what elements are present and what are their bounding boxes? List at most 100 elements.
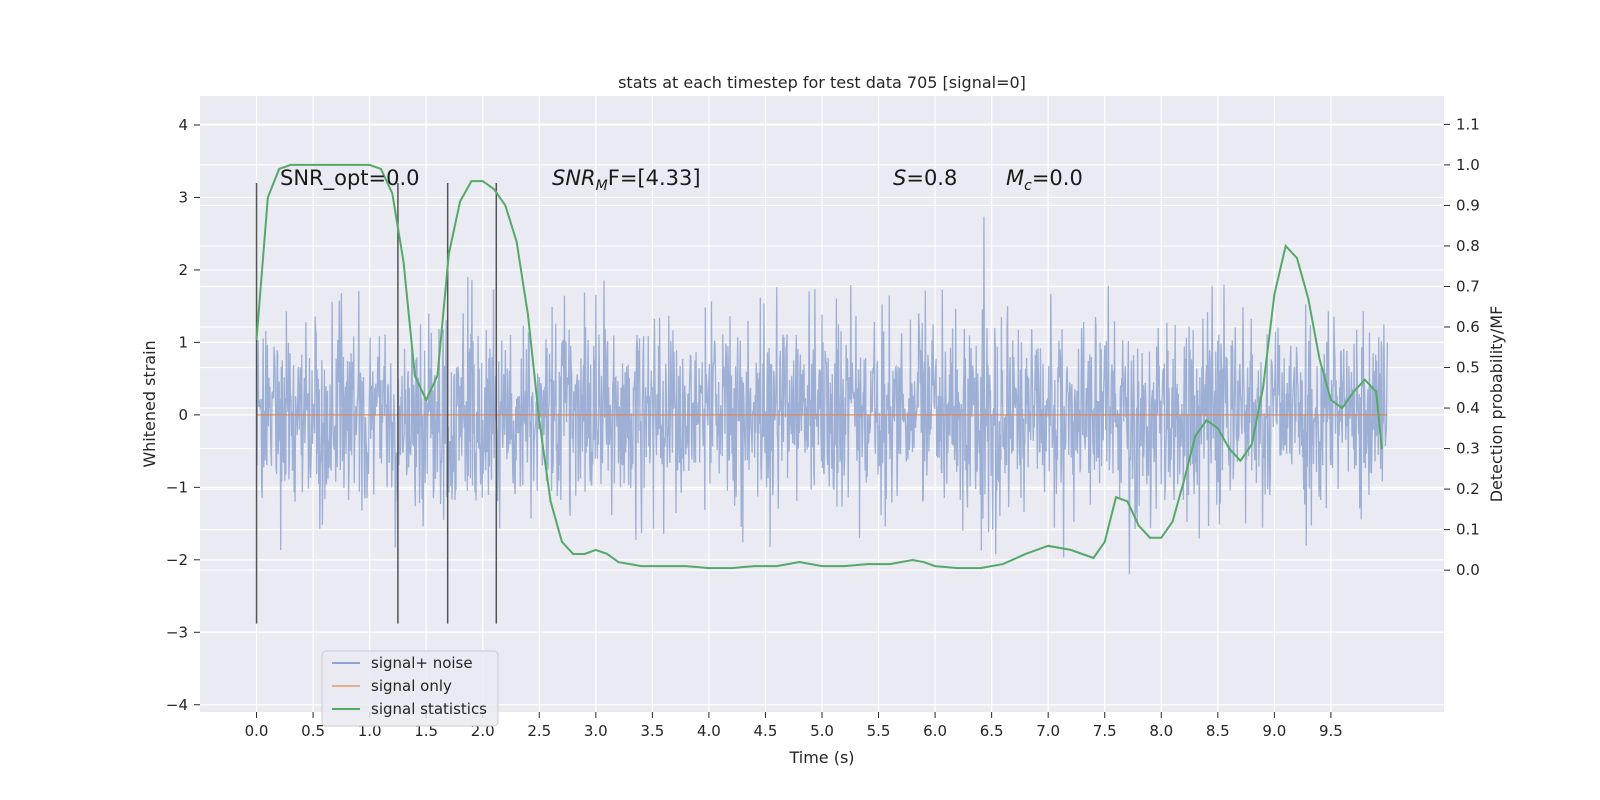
signal-statistics-point bbox=[821, 565, 823, 567]
signal-statistics-point bbox=[1103, 540, 1106, 543]
annotation-snr-mf-sub: M bbox=[596, 178, 608, 194]
signal-statistics-point bbox=[753, 565, 755, 567]
signal-statistics-point bbox=[911, 559, 914, 561]
y-tick-label: 2 bbox=[178, 261, 188, 279]
y-right-tick-label: 0.8 bbox=[1456, 237, 1480, 255]
annotation-snr-mf: SNRMF=[4.33] bbox=[552, 166, 701, 194]
signal-statistics-point bbox=[730, 567, 733, 569]
signal-statistics-point bbox=[1381, 447, 1383, 450]
signal-statistics-point bbox=[1024, 553, 1027, 555]
signal-statistics-point bbox=[255, 338, 258, 340]
signal-statistics-point bbox=[561, 540, 563, 543]
signal-statistics-point bbox=[425, 399, 427, 401]
signal-statistics-point bbox=[538, 419, 541, 422]
y-tick-label: 0 bbox=[178, 406, 188, 424]
signal-statistics-point bbox=[662, 565, 665, 567]
signal-statistics-point bbox=[1228, 447, 1230, 450]
chart-title: stats at each timestep for test data 705… bbox=[618, 73, 1026, 92]
signal-statistics-point bbox=[922, 561, 925, 563]
signal-statistics-point bbox=[289, 164, 292, 166]
signal-statistics-point bbox=[1296, 257, 1298, 259]
y-tick-label: −4 bbox=[166, 696, 188, 714]
x-tick-label: 4.5 bbox=[754, 722, 778, 740]
signal-statistics-point bbox=[459, 200, 461, 203]
signal-statistics-point bbox=[685, 565, 688, 567]
grid-lines bbox=[200, 96, 1444, 712]
signal-statistics-point bbox=[1149, 536, 1151, 539]
annotation-snr-mf-main: SNR bbox=[552, 166, 596, 190]
signal-statistics-point bbox=[515, 241, 518, 243]
y-right-tick-label: 0.7 bbox=[1456, 277, 1480, 295]
signal-statistics-point bbox=[1273, 293, 1276, 296]
y-right-tick-label: 0.2 bbox=[1456, 480, 1480, 498]
signal-statistics-point bbox=[436, 374, 439, 377]
signal-statistics-point bbox=[527, 314, 529, 316]
signal-statistics-point bbox=[470, 180, 473, 182]
x-tick-label: 5.0 bbox=[810, 722, 834, 740]
signal-statistics-point bbox=[595, 549, 597, 551]
signal-statistics-point bbox=[1341, 407, 1344, 409]
signal-statistics-point bbox=[1250, 443, 1253, 446]
signal-statistics-point bbox=[1239, 459, 1242, 462]
x-tick-label: 9.0 bbox=[1262, 722, 1286, 740]
y-tick-label: 1 bbox=[178, 333, 188, 351]
signal-statistics-point bbox=[1092, 557, 1095, 559]
signal-statistics-point bbox=[572, 553, 574, 555]
y-right-tick-label: 0.4 bbox=[1456, 399, 1480, 417]
annotation-snr-mf-rest: F=[4.33] bbox=[608, 166, 701, 190]
signal-statistics-point bbox=[889, 563, 891, 565]
signal-statistics-point bbox=[380, 168, 382, 170]
y-right-tick-label: 0.1 bbox=[1456, 521, 1480, 539]
x-tick-label: 0.0 bbox=[245, 722, 269, 740]
x-tick-label: 8.0 bbox=[1149, 722, 1173, 740]
signal-statistics-point bbox=[1364, 378, 1366, 381]
y-tick-label: −1 bbox=[166, 478, 188, 496]
signal-noise-series bbox=[255, 216, 1389, 575]
y-right-tick-label: 1.0 bbox=[1456, 156, 1480, 174]
signal-statistics-point bbox=[368, 164, 371, 166]
signal-statistics-point bbox=[1205, 419, 1208, 422]
y-right-tick-label: 1.1 bbox=[1456, 115, 1480, 133]
signal-statistics-point bbox=[617, 561, 620, 563]
signal-statistics-point bbox=[278, 168, 280, 170]
signal-statistics-point bbox=[775, 565, 778, 567]
x-tick-label: 3.0 bbox=[584, 722, 608, 740]
signal-statistics-point bbox=[934, 565, 936, 567]
signal-statistics-point bbox=[708, 567, 710, 569]
signal-statistics-point bbox=[1115, 496, 1117, 499]
y-right-tick-label: 0.0 bbox=[1456, 561, 1480, 579]
x-tick-label: 4.0 bbox=[697, 722, 721, 740]
signal-statistics-point bbox=[1330, 399, 1332, 401]
signal-statistics-point bbox=[798, 561, 801, 563]
signal-statistics-point bbox=[1183, 480, 1185, 482]
x-tick-label: 2.5 bbox=[527, 722, 551, 740]
y-right-tick-label: 0.6 bbox=[1456, 318, 1480, 336]
signal-statistics-point bbox=[481, 180, 484, 182]
legend-label-signal-noise: signal+ noise bbox=[371, 654, 473, 672]
y-right-tick-label: 0.5 bbox=[1456, 359, 1480, 377]
x-tick-label: 8.5 bbox=[1206, 722, 1230, 740]
x-tick-label: 0.5 bbox=[301, 722, 325, 740]
signal-statistics-point bbox=[583, 553, 586, 555]
signal-statistics-point bbox=[1262, 386, 1264, 389]
signal-statistics-point bbox=[391, 192, 394, 195]
x-tick-label: 7.0 bbox=[1036, 722, 1060, 740]
signal-statistics-point bbox=[334, 164, 337, 166]
x-tick-label: 6.0 bbox=[923, 722, 947, 740]
x-tick-label: 9.5 bbox=[1319, 722, 1343, 740]
signal-statistics-point bbox=[1070, 549, 1072, 551]
annotation-mc-rest: =0.0 bbox=[1032, 166, 1083, 190]
y-axis-label: Whitened strain bbox=[140, 340, 159, 467]
annotation-mc-sub: c bbox=[1024, 178, 1032, 194]
y-tick-label: −2 bbox=[166, 551, 188, 569]
signal-statistics-point bbox=[1352, 391, 1355, 393]
legend: signal+ noise signal only signal statist… bbox=[321, 650, 499, 727]
annotation-mc: Mc=0.0 bbox=[1006, 166, 1083, 194]
signal-statistics-point bbox=[414, 374, 416, 377]
y-right-tick-label: 0.3 bbox=[1456, 440, 1480, 458]
x-tick-label: 5.5 bbox=[867, 722, 891, 740]
signal-statistics-point bbox=[402, 261, 405, 263]
signal-statistics-point bbox=[1318, 358, 1321, 361]
signal-noise-line bbox=[255, 216, 1389, 575]
signal-statistics-point bbox=[312, 164, 314, 166]
